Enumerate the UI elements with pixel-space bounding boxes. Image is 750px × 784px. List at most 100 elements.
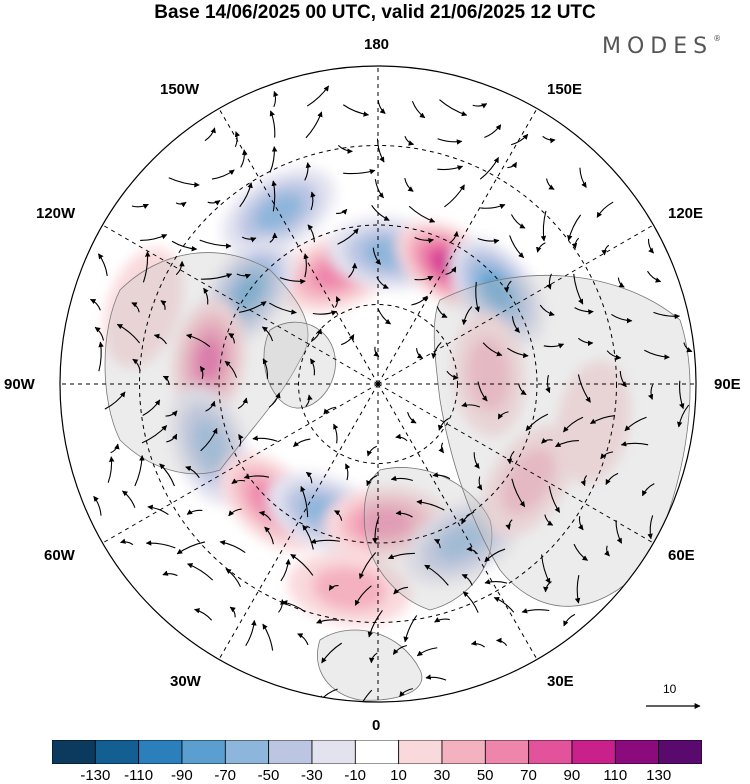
- wind-vector: [358, 552, 377, 580]
- wind-vector: [166, 433, 178, 443]
- colorbar-tick-label: 110: [603, 767, 628, 784]
- wind-vector: [444, 184, 465, 208]
- colorbar-tick-label: -10: [344, 767, 367, 784]
- wind-vector: [377, 307, 392, 325]
- wind-vector: [404, 177, 414, 192]
- wind-vector: [432, 472, 451, 480]
- wind-vector: [273, 90, 279, 108]
- colorbar-swatch: [268, 740, 313, 764]
- wind-vector: [310, 358, 316, 376]
- wind-vector: [261, 326, 274, 342]
- wind-vector: [341, 334, 355, 346]
- lon-label-0: 0: [372, 717, 381, 734]
- greenland: [263, 321, 336, 409]
- wind-vector: [336, 208, 348, 215]
- wind-vector: [269, 110, 276, 138]
- wind-vector: [142, 399, 161, 416]
- wind-vector: [484, 124, 502, 139]
- wind-vector: [545, 178, 555, 190]
- wind-vector: [229, 606, 236, 618]
- wind-vector: [305, 111, 323, 139]
- wind-vector: [648, 384, 654, 400]
- wind-vector: [507, 161, 517, 169]
- wind-vector: [407, 411, 417, 424]
- lon-label-30w: 30W: [170, 673, 201, 690]
- wind-vector: [269, 232, 278, 243]
- wind-vector: [644, 349, 670, 360]
- wind-vectors: [89, 85, 693, 702]
- wind-vector: [141, 425, 168, 444]
- wind-vector: [545, 375, 551, 394]
- wind-vector: [539, 304, 555, 317]
- wind-vector: [507, 347, 529, 359]
- wind-vector: [438, 417, 450, 431]
- wind-vector: [120, 538, 134, 546]
- wind-vector: [140, 234, 168, 242]
- africa: [317, 629, 423, 701]
- colorbar-tick-label: -70: [214, 767, 237, 784]
- wind-vector: [543, 343, 565, 349]
- wind-vector: [342, 104, 370, 117]
- meridian-line: [218, 383, 379, 660]
- wind-vector: [303, 253, 309, 278]
- lon-label-180: 180: [364, 36, 390, 53]
- wind-vector: [377, 100, 386, 114]
- registered-mark: ®: [713, 34, 722, 43]
- wind-vector: [211, 169, 235, 180]
- colorbar-tick-label: 50: [476, 767, 494, 784]
- wind-vector: [647, 515, 654, 540]
- wind-vector: [511, 316, 520, 333]
- wind-vector: [473, 452, 480, 469]
- anomaly-contour: [312, 566, 387, 611]
- wind-vector: [162, 570, 178, 577]
- wind-vector: [563, 613, 576, 627]
- wind-vector: [153, 333, 167, 345]
- wind-vector: [357, 689, 373, 702]
- wind-vector: [94, 326, 105, 341]
- wind-vector: [376, 138, 385, 163]
- wind-vector: [403, 615, 418, 643]
- wind-vector: [219, 540, 246, 553]
- wind-vector: [207, 200, 221, 206]
- wind-vector: [541, 554, 551, 584]
- wind-vector: [399, 688, 413, 698]
- colorbar-tick-label: 30: [433, 767, 451, 784]
- lon-label-150w: 150W: [160, 81, 200, 98]
- wind-vector: [425, 674, 447, 681]
- wind-vector: [237, 397, 248, 409]
- wind-vector: [624, 416, 647, 432]
- wind-vector: [493, 596, 515, 613]
- colorbar-swatch: [441, 740, 486, 764]
- wind-vector: [185, 465, 200, 479]
- wind-vector: [234, 131, 241, 148]
- colorbar-tick-label: -110: [124, 767, 154, 784]
- wind-vector: [224, 360, 238, 378]
- wind-vector: [262, 623, 274, 651]
- wind-vector: [243, 473, 270, 480]
- map-border: [59, 65, 697, 703]
- wind-vector: [536, 242, 546, 253]
- wind-vector: [525, 413, 549, 431]
- wind-vector: [521, 608, 550, 614]
- wind-vector: [505, 519, 513, 530]
- wind-vector: [228, 508, 242, 517]
- wind-vector: [611, 313, 633, 324]
- lon-label-120e: 120E: [668, 205, 704, 222]
- wind-vector: [323, 406, 337, 415]
- wind-vector: [269, 302, 297, 315]
- meridian-line: [377, 108, 538, 385]
- colorbar-tick-label: -50: [257, 767, 280, 784]
- wind-vector: [310, 191, 316, 211]
- colorbar-tick-label: -130: [80, 767, 111, 784]
- wind-vector: [239, 182, 253, 208]
- wind-vector: [604, 545, 610, 557]
- wind-vector: [484, 548, 506, 563]
- colorbar-swatch: [571, 740, 616, 764]
- wind-vector: [620, 441, 649, 447]
- wind-vector: [577, 374, 591, 403]
- lon-label-30e: 30E: [547, 673, 574, 690]
- colorbar-swatch: [138, 740, 183, 764]
- wind-vector: [175, 201, 187, 208]
- wind-vector: [439, 99, 468, 117]
- wind-vector: [186, 509, 203, 515]
